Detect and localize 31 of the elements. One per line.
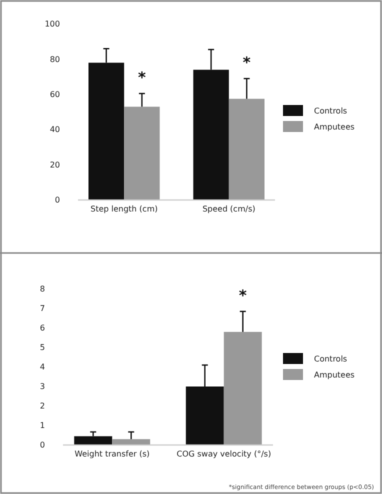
bar [224,332,262,445]
x-tick-label: COG sway velocity (°/s) [176,450,272,459]
bar [124,106,160,200]
y-tick-label: 4 [40,362,45,372]
annotation: * [138,68,146,87]
y-tick-label: 7 [40,304,45,314]
legend-label: Controls [314,106,348,116]
y-tick-label: 8 [40,284,45,294]
y-tick-label: 80 [50,54,60,64]
y-tick-label: 100 [44,20,60,29]
bar [74,436,112,445]
x-tick-label: Step length (cm) [90,204,158,214]
y-tick-label: 3 [40,382,45,392]
y-tick-label: 5 [40,343,45,352]
annotation: * [238,286,247,305]
y-tick-label: 6 [40,324,45,333]
y-tick-label: 0 [54,196,60,205]
y-tick-label: 0 [40,440,45,450]
y-tick-label: 2 [40,402,45,411]
legend-label: Amputees [314,370,355,380]
x-tick-label: Speed (cm/s) [202,204,256,214]
annotation: * [242,54,251,72]
bar [112,439,150,445]
y-tick-label: 60 [50,90,60,99]
y-tick-label: 1 [40,421,45,430]
x-tick-label: Weight transfer (s) [74,450,150,459]
bar [228,98,265,200]
legend-label: Controls [314,354,348,364]
y-tick-label: 20 [50,160,60,170]
y-tick-label: 40 [50,125,60,134]
legend-label: Amputees [314,122,355,132]
